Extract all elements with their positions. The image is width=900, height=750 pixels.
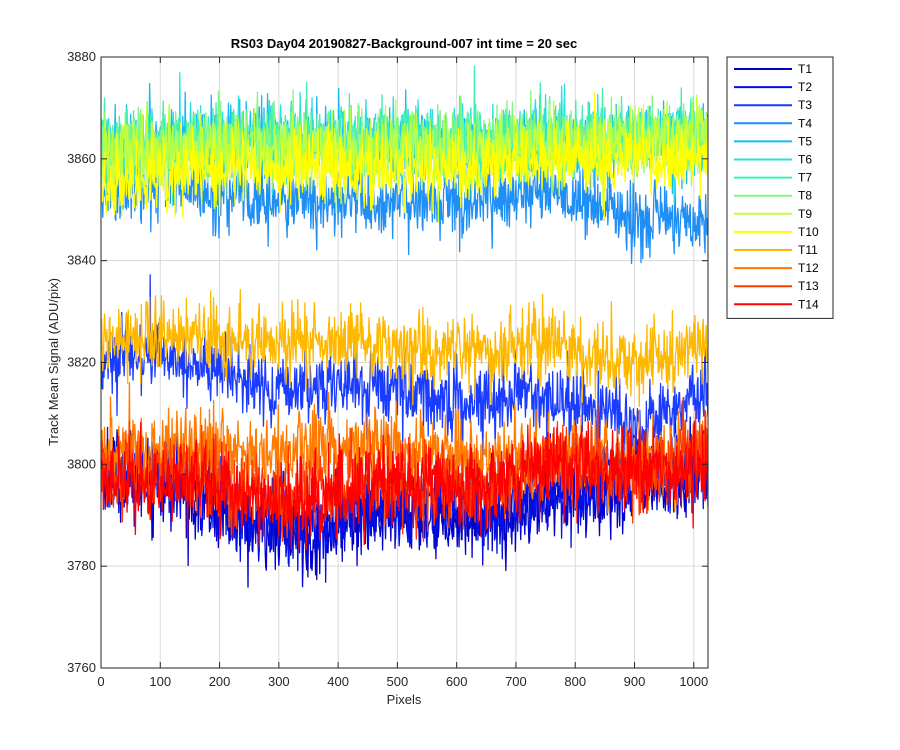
x-tick-label: 800	[564, 674, 586, 689]
legend-label: T12	[798, 261, 819, 275]
x-tick-label: 900	[624, 674, 646, 689]
legend-label: T8	[798, 189, 812, 203]
y-tick-label: 3840	[67, 253, 96, 268]
y-tick-label: 3820	[67, 355, 96, 370]
series-line-t14	[101, 420, 708, 551]
legend-entry-t10: T10	[734, 225, 819, 239]
legend-entry-t5: T5	[734, 134, 812, 148]
y-tick-label: 3800	[67, 456, 96, 471]
legend-entry-t14: T14	[734, 297, 819, 311]
legend-label: T5	[798, 134, 812, 148]
legend-label: T6	[798, 153, 812, 167]
y-tick-label: 3780	[67, 558, 96, 573]
x-tick-label: 100	[149, 674, 171, 689]
y-tick-label: 3880	[67, 49, 96, 64]
x-tick-label: 300	[268, 674, 290, 689]
tick-layer: 0 100 200 300 400 500 600 700 800 900 1000 3760 3780…	[67, 49, 708, 689]
legend-entry-t3: T3	[734, 98, 812, 112]
legend-label: T3	[798, 98, 812, 112]
legend-entry-t4: T4	[734, 116, 812, 130]
x-tick-label: 500	[387, 674, 409, 689]
legend-box	[726, 56, 834, 319]
legend-entry-t9: T9	[734, 207, 812, 221]
x-tick-label: 200	[209, 674, 231, 689]
plot-area	[101, 65, 708, 588]
x-tick-label: 0	[97, 674, 104, 689]
chart-title: RS03 Day04 20190827-Background-007 int t…	[231, 36, 578, 51]
y-axis-label: Track Mean Signal (ADU/pix)	[46, 278, 61, 446]
legend-entry-t6: T6	[734, 153, 812, 167]
legend-label: T13	[798, 279, 819, 293]
legend-label: T14	[798, 297, 819, 311]
legend-entry-t8: T8	[734, 189, 812, 203]
legend-label: T4	[798, 116, 812, 130]
legend-entry-t12: T12	[734, 261, 819, 275]
legend-label: T7	[798, 171, 812, 185]
legend-entry-t2: T2	[734, 80, 812, 94]
y-tick-label: 3860	[67, 151, 96, 166]
series-line-t11	[101, 289, 708, 408]
x-tick-label: 600	[446, 674, 468, 689]
x-tick-label: 1000	[679, 674, 708, 689]
legend: T1 T2 T3 T4 T5 T6 T7 T8 T9 T10 T11 T12 T13 T14	[726, 56, 834, 319]
legend-entry-t7: T7	[734, 171, 812, 185]
legend-entry-t1: T1	[734, 62, 812, 76]
series-line-t10	[101, 91, 708, 220]
x-tick-label: 700	[505, 674, 527, 689]
x-tick-label: 400	[327, 674, 349, 689]
legend-label: T10	[798, 225, 819, 239]
legend-label: T9	[798, 207, 812, 221]
x-axis-label: Pixels	[387, 692, 422, 707]
legend-label: T2	[798, 80, 812, 94]
y-tick-label: 3760	[67, 660, 96, 675]
legend-entry-t13: T13	[734, 279, 819, 293]
legend-label: T1	[798, 62, 812, 76]
legend-entry-t11: T11	[734, 243, 818, 257]
legend-label: T11	[798, 243, 818, 257]
